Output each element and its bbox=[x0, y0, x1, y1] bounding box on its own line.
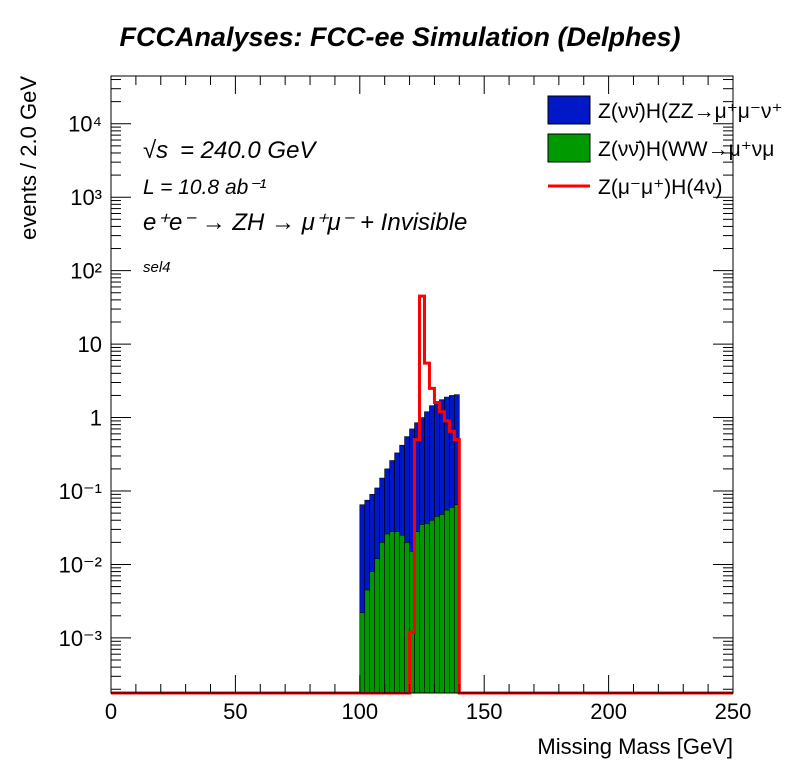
y-tick-label: 1 bbox=[90, 406, 102, 431]
ww-bin bbox=[394, 531, 400, 694]
y-axis: 10⁻³ 10⁻² 10⁻¹ 1 10 10² 10³ 10⁴ bbox=[59, 79, 733, 690]
y-tick-label: 10³ bbox=[70, 185, 102, 210]
x-tick-label: 250 bbox=[715, 699, 752, 724]
y-tick-label: 10 bbox=[78, 332, 102, 357]
ww-bin bbox=[399, 534, 405, 694]
ww-bin bbox=[364, 589, 371, 694]
ww-bin bbox=[424, 523, 430, 694]
selection-label: sel4 bbox=[143, 259, 171, 276]
x-axis: 0 50 100 150 200 250 bbox=[105, 76, 751, 724]
energy-label: = 240.0 GeV bbox=[180, 137, 317, 164]
ww-bin bbox=[369, 571, 376, 694]
plot-frame bbox=[110, 75, 734, 694]
y-tick-label: 10⁻² bbox=[59, 552, 102, 577]
ww-bin bbox=[449, 507, 455, 694]
ww-bin bbox=[434, 516, 440, 694]
y-tick-label: 10⁴ bbox=[68, 112, 102, 137]
y-tick-label: 10⁻¹ bbox=[59, 479, 102, 504]
ww-bin bbox=[444, 509, 450, 694]
luminosity-label: L = 10.8 ab⁻¹ bbox=[143, 176, 266, 199]
legend-swatch-zz bbox=[547, 95, 591, 125]
ww-bin bbox=[389, 531, 395, 694]
legend-label: Z(νν̄)H(ZZ→μ⁺μ⁻ν⁺ bbox=[598, 100, 783, 123]
ww-bin bbox=[384, 533, 390, 694]
ww-bin bbox=[419, 524, 425, 694]
legend-label: Z(νν̄)H(WW→μ⁺νμ bbox=[598, 138, 774, 161]
y-tick-label: 10² bbox=[70, 259, 102, 284]
signal-line bbox=[111, 294, 733, 695]
y-tick-label: 10⁻³ bbox=[59, 626, 102, 651]
x-tick-label: 0 bbox=[105, 699, 117, 724]
ww-bin bbox=[379, 542, 385, 694]
ww-bin bbox=[359, 612, 366, 694]
ww-bin bbox=[429, 519, 435, 694]
legend-label: Z(μ⁻μ⁺)H(4ν) bbox=[598, 176, 723, 199]
x-tick-label: 100 bbox=[341, 699, 378, 724]
x-axis-label: Missing Mass [GeV] bbox=[537, 734, 733, 759]
ww-bin bbox=[374, 558, 381, 694]
x-tick-label: 200 bbox=[590, 699, 627, 724]
sqrt-s-symbol: √s bbox=[143, 137, 168, 164]
ww-bin bbox=[439, 514, 445, 694]
x-tick-label: 150 bbox=[466, 699, 503, 724]
x-tick-label: 50 bbox=[223, 699, 247, 724]
legend-swatch-ww bbox=[547, 133, 591, 163]
legend: Z(νν̄)H(ZZ→μ⁺μ⁻ν⁺ Z(νν̄)H(WW→μ⁺νμ Z(μ⁻μ⁺)H… bbox=[547, 95, 783, 199]
chart-title: FCCAnalyses: FCC-ee Simulation (Delphes) bbox=[119, 22, 680, 52]
y-axis-label: events / 2.0 GeV bbox=[16, 76, 41, 240]
process-label: e⁺e⁻ → ZH → μ⁺μ⁻ + Invisible bbox=[143, 209, 467, 236]
